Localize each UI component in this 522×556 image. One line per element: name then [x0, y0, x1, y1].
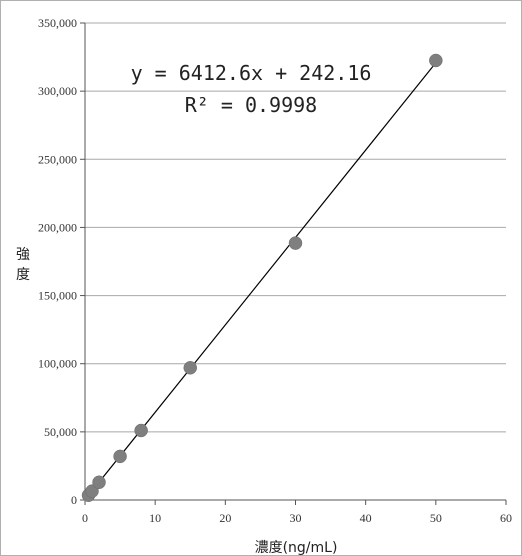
y-tick-label: 350,000 — [38, 16, 77, 30]
x-tick-label: 50 — [430, 511, 442, 525]
data-point — [85, 484, 99, 498]
x-tick-label: 60 — [500, 511, 512, 525]
y-tick-label: 200,000 — [38, 220, 77, 234]
gridlines — [85, 22, 506, 433]
y-tick-labels: 0 50,000 100,000 150,000 200,000 250,000 300,0… — [38, 16, 77, 507]
y-tick-label: 0 — [71, 493, 77, 507]
x-tick-label: 0 — [82, 511, 88, 525]
y-tick-label: 50,000 — [44, 425, 77, 439]
y-axis-title: 強度 — [16, 247, 30, 283]
x-axis-title: 濃度(ng/mL) — [255, 540, 338, 555]
data-point — [92, 475, 106, 490]
y-tick-label: 300,000 — [38, 84, 77, 98]
data-point — [429, 53, 443, 68]
y-axis-title-char: 強 — [16, 247, 30, 263]
data-points — [81, 53, 443, 502]
data-point — [288, 236, 303, 250]
y-axis-title-char: 度 — [16, 267, 30, 283]
data-point — [113, 449, 127, 464]
x-tick-label: 40 — [360, 511, 372, 525]
y-tick-label: 250,000 — [38, 152, 77, 166]
y-tick-label: 150,000 — [38, 289, 77, 303]
x-tick-labels: 0 10 20 30 40 50 60 — [82, 511, 512, 525]
x-tick-label: 30 — [290, 511, 302, 525]
trendline-equation: y = 6412.6x + 242.16 — [131, 61, 372, 85]
data-point — [183, 361, 197, 375]
axes — [80, 22, 507, 505]
y-tick-label: 100,000 — [38, 357, 77, 371]
r-squared-label: R² = 0.9998 — [185, 93, 317, 117]
x-tick-label: 20 — [219, 511, 231, 525]
x-tick-label: 10 — [149, 511, 161, 525]
data-point — [134, 423, 148, 438]
